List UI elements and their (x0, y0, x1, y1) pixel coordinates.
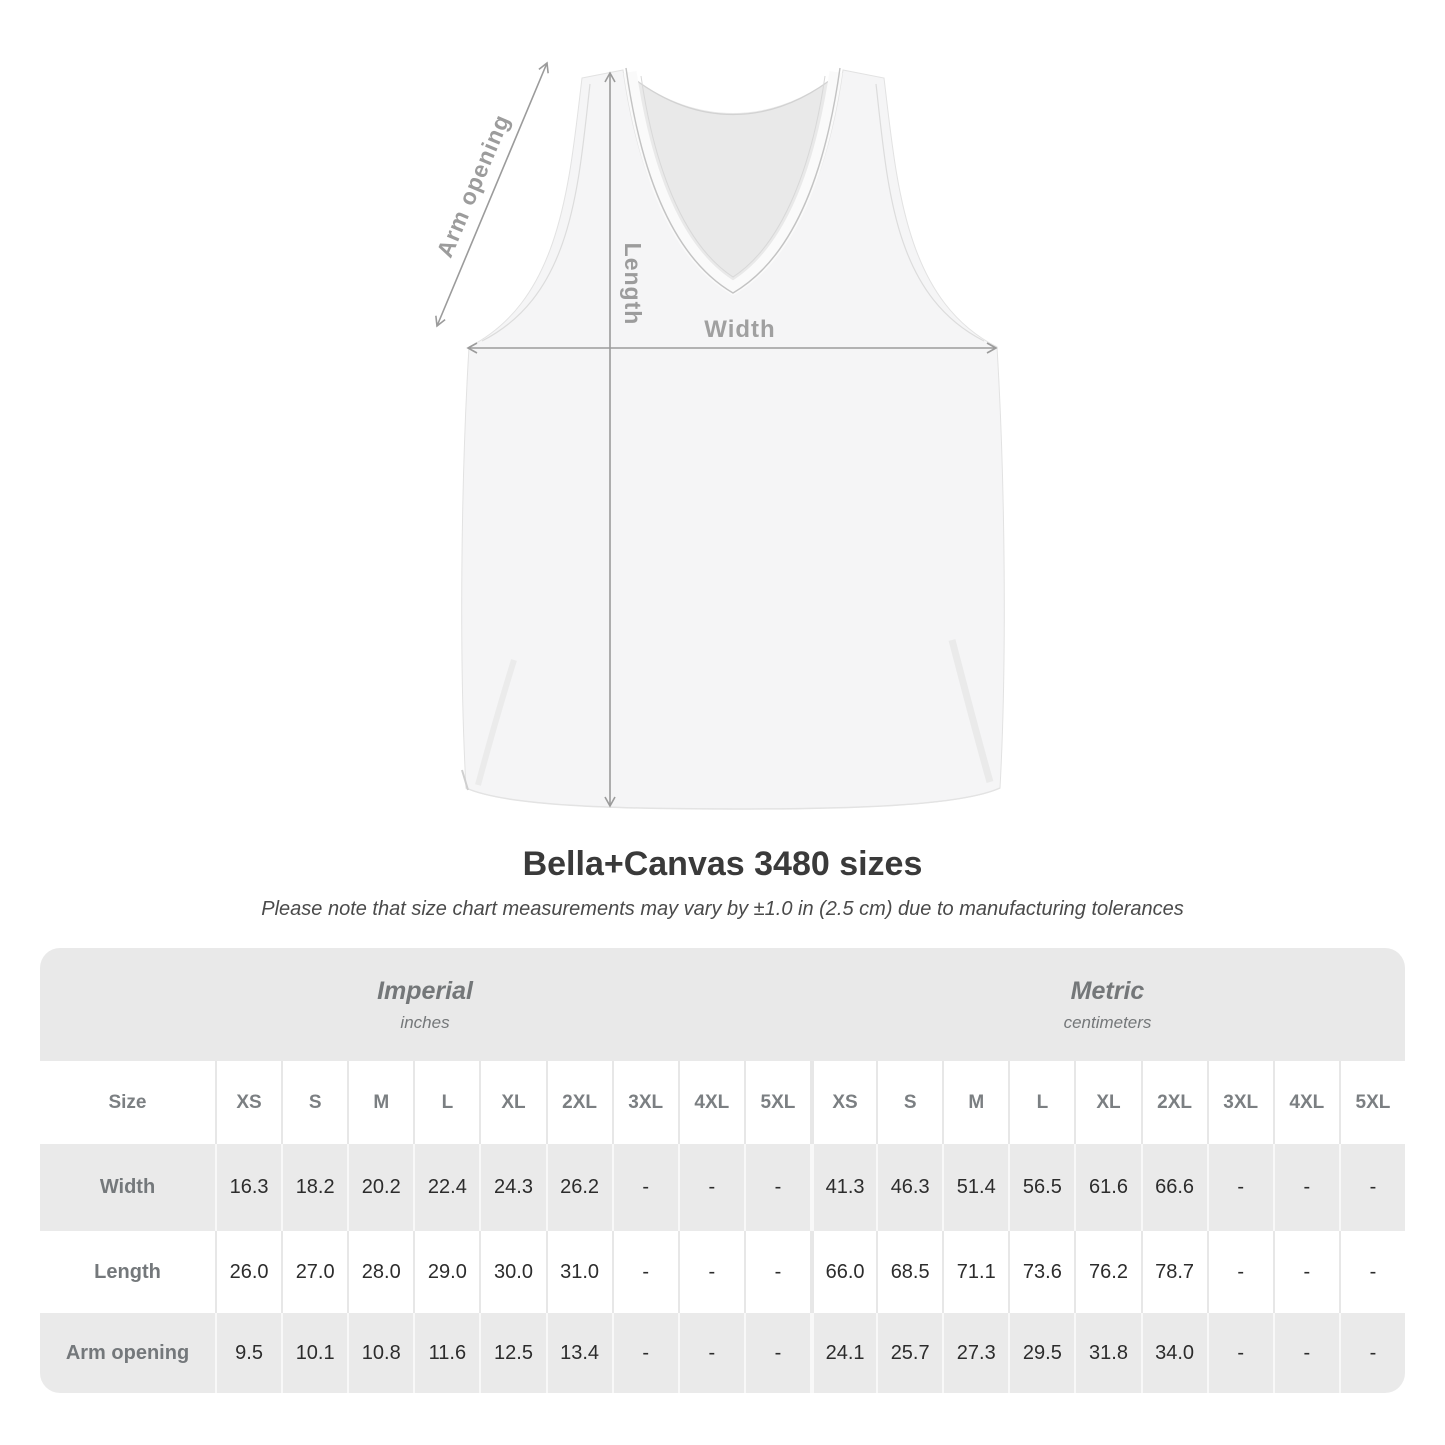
value-cell: - (677, 1144, 744, 1231)
value-cell: 61.6 (1074, 1144, 1141, 1231)
value-cell: 34.0 (1140, 1313, 1207, 1393)
row-label: Width (40, 1144, 215, 1231)
value-cell: 56.5 (1008, 1144, 1075, 1231)
size-col-header: L (1008, 1061, 1075, 1144)
value-cell: 66.6 (1140, 1144, 1207, 1231)
value-cell: - (1272, 1144, 1339, 1231)
value-cell: - (743, 1231, 810, 1313)
size-col-header: XL (1074, 1061, 1141, 1144)
hem-crease (461, 769, 469, 791)
value-cell: 13.4 (545, 1313, 612, 1393)
size-column-header: Size (40, 1061, 215, 1144)
value-cell: - (743, 1144, 810, 1231)
wrinkle-right (948, 639, 994, 783)
size-col-header: L (413, 1061, 480, 1144)
value-cell: - (1206, 1313, 1273, 1393)
value-cell: 66.0 (810, 1231, 877, 1313)
value-cell: 73.6 (1008, 1231, 1075, 1313)
value-cell: 30.0 (479, 1231, 546, 1313)
value-cell: 29.0 (413, 1231, 480, 1313)
value-cell: - (743, 1313, 810, 1393)
value-cell: 20.2 (347, 1144, 414, 1231)
value-cell: - (1206, 1231, 1273, 1313)
size-col-header: 4XL (1272, 1061, 1339, 1144)
size-col-header: 3XL (611, 1061, 678, 1144)
value-cell: 26.0 (215, 1231, 282, 1313)
row-label: Length (40, 1231, 215, 1313)
value-cell: 31.8 (1074, 1313, 1141, 1393)
neck-rib-band (623, 71, 843, 296)
metric-unit: centimeters (1063, 1012, 1152, 1032)
arm-opening-arrow (435, 61, 549, 328)
size-col-header: 4XL (677, 1061, 744, 1144)
value-cell: - (1338, 1313, 1405, 1393)
value-cell: 22.4 (413, 1144, 480, 1231)
value-cell: 18.2 (281, 1144, 348, 1231)
size-col-header: S (281, 1061, 348, 1144)
wrinkle-left (475, 659, 517, 786)
right-armhole-binding (875, 83, 985, 342)
size-col-header: S (876, 1061, 943, 1144)
value-cell: 10.1 (281, 1313, 348, 1393)
size-col-header: 2XL (1140, 1061, 1207, 1144)
size-col-header: 5XL (1338, 1061, 1405, 1144)
value-cell: 11.6 (413, 1313, 480, 1393)
size-col-header: XL (479, 1061, 546, 1144)
hem-seam (465, 787, 1001, 810)
value-cell: 76.2 (1074, 1231, 1141, 1313)
value-cell: 26.2 (545, 1144, 612, 1231)
page-title: Bella+Canvas 3480 sizes (522, 845, 923, 883)
value-cell: 10.8 (347, 1313, 414, 1393)
size-col-header: M (347, 1061, 414, 1144)
size-table: Imperial inches Metric centimeters Size … (40, 948, 1405, 1393)
size-col-header: 5XL (743, 1061, 810, 1144)
value-cell: 27.0 (281, 1231, 348, 1313)
back-collar-seam (627, 73, 839, 116)
value-cell: 24.1 (810, 1313, 877, 1393)
value-cell: - (611, 1231, 678, 1313)
row-label: Arm opening (40, 1313, 215, 1393)
value-cell: 25.7 (876, 1313, 943, 1393)
value-cell: 51.4 (942, 1144, 1009, 1231)
metric-label: Metric (1070, 976, 1145, 1005)
width-label: Width (704, 316, 776, 343)
tank-top-diagram (435, 61, 1005, 810)
value-cell: 68.5 (876, 1231, 943, 1313)
value-cell: 29.5 (1008, 1313, 1075, 1393)
value-cell: 31.0 (545, 1231, 612, 1313)
value-cell: 9.5 (215, 1313, 282, 1393)
value-cell: - (611, 1313, 678, 1393)
size-col-header: XS (810, 1061, 877, 1144)
value-cell: 24.3 (479, 1144, 546, 1231)
value-cell: - (677, 1313, 744, 1393)
tolerance-note: Please note that size chart measurements… (261, 898, 1184, 920)
value-cell: 71.1 (942, 1231, 1009, 1313)
value-cell: 28.0 (347, 1231, 414, 1313)
value-cell: - (1338, 1144, 1405, 1231)
size-col-header: M (942, 1061, 1009, 1144)
neckline-seam (625, 67, 841, 294)
value-cell: 16.3 (215, 1144, 282, 1231)
value-cell: 27.3 (942, 1313, 1009, 1393)
size-col-header: 3XL (1206, 1061, 1273, 1144)
value-cell: - (611, 1144, 678, 1231)
value-cell: - (1338, 1231, 1405, 1313)
value-cell: - (1206, 1144, 1273, 1231)
imperial-label: Imperial (377, 976, 473, 1005)
value-cell: 41.3 (810, 1144, 877, 1231)
size-col-header: 2XL (545, 1061, 612, 1144)
imperial-section-header: Imperial inches (40, 948, 810, 1061)
value-cell: 12.5 (479, 1313, 546, 1393)
neck-rib-inner-seam (640, 75, 826, 278)
value-cell: - (1272, 1313, 1339, 1393)
size-col-header: XS (215, 1061, 282, 1144)
value-cell: 46.3 (876, 1144, 943, 1231)
value-cell: - (677, 1231, 744, 1313)
metric-section-header: Metric centimeters (810, 948, 1405, 1061)
value-cell: - (1272, 1231, 1339, 1313)
imperial-unit: inches (400, 1012, 450, 1032)
value-cell: 78.7 (1140, 1231, 1207, 1313)
